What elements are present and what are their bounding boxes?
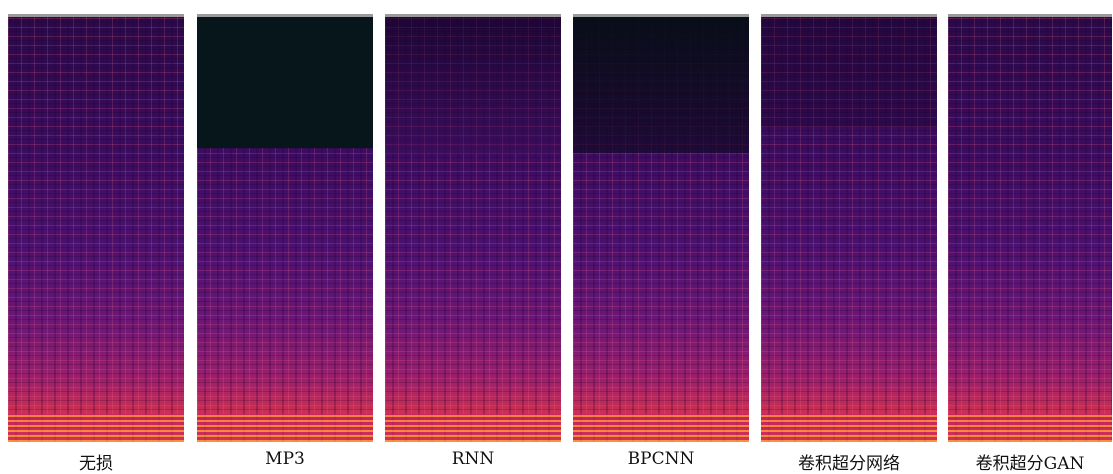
caption: 卷积超分GAN bbox=[942, 449, 1113, 474]
spectrogram bbox=[948, 14, 1112, 442]
spectrogram bbox=[8, 14, 184, 442]
caption: 无损 bbox=[8, 449, 184, 474]
spectrogram bbox=[761, 14, 937, 442]
spectrogram bbox=[197, 14, 373, 442]
caption: RNN bbox=[385, 449, 561, 469]
spectrogram bbox=[573, 14, 749, 442]
caption: MP3 bbox=[197, 449, 373, 469]
spectrogram bbox=[385, 14, 561, 442]
figure: 无损 MP3 RNN BPCNN 卷积超分网络 卷积超分GAN bbox=[0, 0, 1113, 471]
caption: BPCNN bbox=[573, 449, 749, 469]
caption: 卷积超分网络 bbox=[761, 449, 937, 474]
